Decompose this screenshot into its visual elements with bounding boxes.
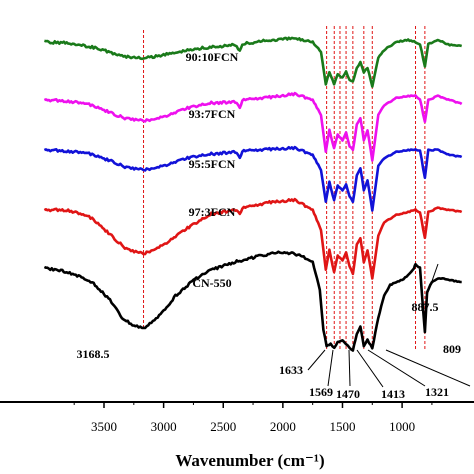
x-ticks: 3500 3000 2500 2000 1500 1000 xyxy=(73,402,433,434)
x-axis: 3500 3000 2500 2000 1500 1000 Wavenumber (cm⁻… xyxy=(0,401,474,470)
peak-arrow xyxy=(348,349,351,387)
peak-annotations: 3168.5 1633 1569 1470 1413 1321 887.5 809 xyxy=(77,263,471,401)
peak-label: 1569 xyxy=(309,385,333,399)
peak-label: 1321 xyxy=(425,385,449,399)
peak-label: 3168.5 xyxy=(77,347,110,361)
peak-arrow xyxy=(307,349,326,371)
peak-label: 809 xyxy=(443,342,461,356)
x-tick-label: 3500 xyxy=(91,419,117,434)
peak-label: 1413 xyxy=(381,387,405,401)
peak-label: 1470 xyxy=(336,387,360,401)
series-label: 90:10FCN xyxy=(186,50,239,64)
x-tick-label: 1500 xyxy=(329,419,355,434)
peak-arrow xyxy=(327,349,334,387)
peak-arrow xyxy=(356,349,384,388)
series-line xyxy=(43,145,463,212)
series-label: CN-550 xyxy=(192,276,231,290)
series-line xyxy=(43,91,463,162)
x-axis-title: Wavenumber (cm⁻¹) xyxy=(175,451,324,470)
series-labels: 90:10FCN 93:7FCN 95:5FCN 97:3FCN CN-550 xyxy=(186,50,239,290)
peak-label: 1633 xyxy=(279,363,303,377)
series-label: 95:5FCN xyxy=(189,157,236,171)
series-label: 97:3FCN xyxy=(189,205,236,219)
spectra xyxy=(43,36,463,352)
peak-arrow xyxy=(385,349,471,387)
peak-arrow xyxy=(367,349,426,387)
series-label: 93:7FCN xyxy=(189,107,236,121)
series-line xyxy=(44,36,463,88)
x-tick-label: 1000 xyxy=(389,419,415,434)
x-tick-label: 3000 xyxy=(151,419,177,434)
series-line xyxy=(43,197,463,280)
x-tick-label: 2500 xyxy=(210,419,236,434)
peak-label: 887.5 xyxy=(412,300,439,314)
series-line xyxy=(43,250,462,352)
x-tick-label: 2000 xyxy=(270,419,296,434)
peak-arrow xyxy=(425,263,439,299)
